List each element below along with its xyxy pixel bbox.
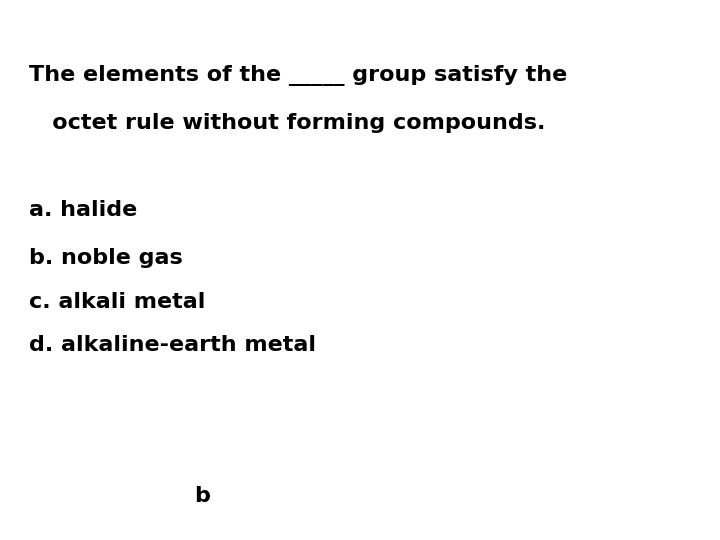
Text: The elements of the _____ group satisfy the: The elements of the _____ group satisfy … bbox=[29, 65, 567, 86]
Text: octet rule without forming compounds.: octet rule without forming compounds. bbox=[29, 113, 545, 133]
Text: a. halide: a. halide bbox=[29, 200, 137, 220]
Text: c. alkali metal: c. alkali metal bbox=[29, 292, 205, 312]
Text: b. noble gas: b. noble gas bbox=[29, 248, 183, 268]
Text: b: b bbox=[194, 486, 210, 506]
Text: d. alkaline-earth metal: d. alkaline-earth metal bbox=[29, 335, 316, 355]
